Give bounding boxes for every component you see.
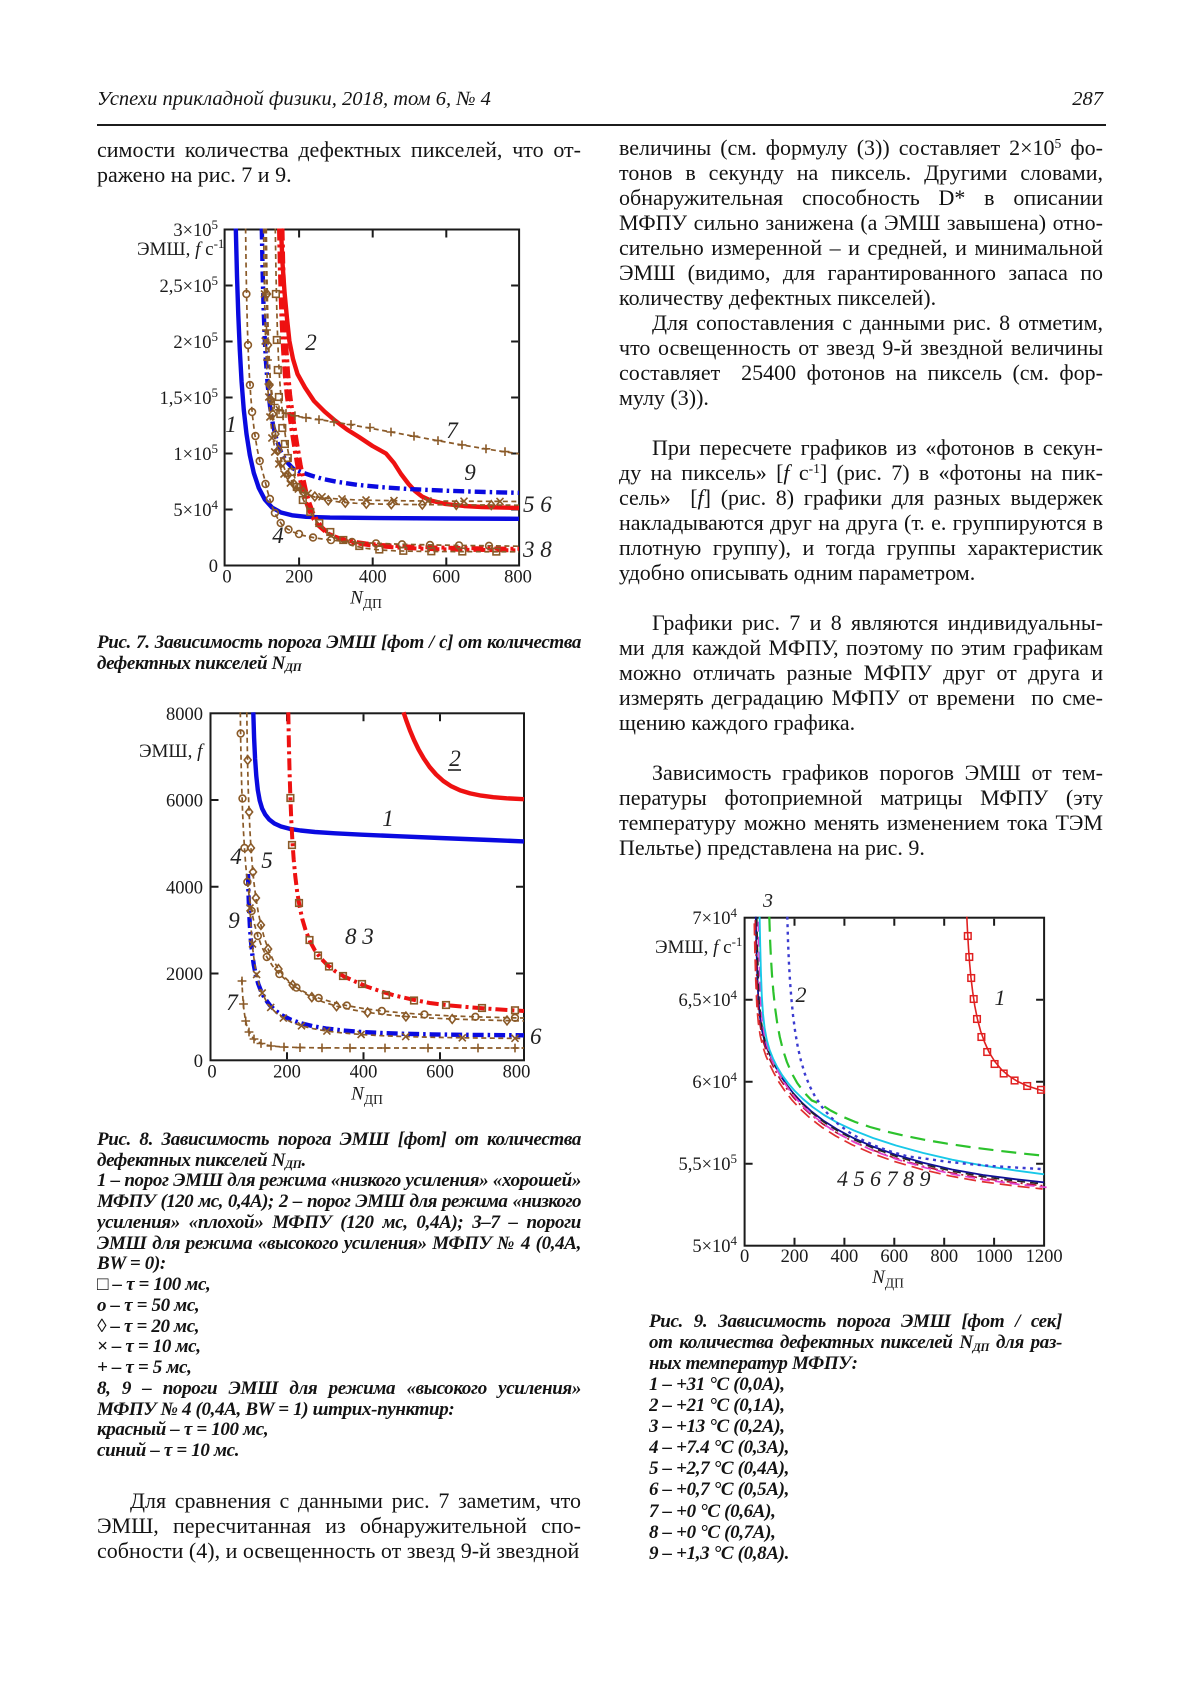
svg-text:0: 0 [209,557,218,577]
svg-text:2: 2 [305,330,317,355]
svg-text:0: 0 [740,1247,749,1267]
svg-text:NДП: NДП [871,1267,904,1291]
svg-text:600: 600 [432,568,460,588]
svg-text:6,5×104: 6,5×104 [678,987,737,1011]
svg-text:6000: 6000 [166,792,203,812]
svg-text:3: 3 [762,890,773,912]
svg-text:ЭМШ, f c-1: ЭМШ, f c-1 [137,236,224,260]
svg-text:600: 600 [880,1247,908,1267]
svg-text:NДП: NДП [349,588,382,612]
svg-text:2,5×105: 2,5×105 [159,273,218,297]
svg-text:0: 0 [194,1052,203,1072]
svg-text:5 6: 5 6 [523,492,552,517]
svg-text:200: 200 [781,1247,809,1267]
svg-text:ЭМШ, f: ЭМШ, f [139,741,205,762]
svg-text:NДП: NДП [350,1084,383,1108]
svg-text:3 8: 3 8 [522,537,552,562]
svg-text:0: 0 [207,1063,216,1083]
svg-text:1×105: 1×105 [173,441,218,465]
svg-text:1: 1 [225,412,237,437]
svg-text:5×104: 5×104 [173,497,218,521]
svg-text:9: 9 [228,908,240,933]
svg-text:7: 7 [446,418,459,443]
svg-text:3×105: 3×105 [173,217,218,241]
svg-text:5×104: 5×104 [692,1233,737,1257]
svg-text:2: 2 [449,746,461,771]
svg-text:8 3: 8 3 [345,924,374,949]
svg-text:5,5×105: 5,5×105 [678,1151,737,1175]
svg-text:4 5 6 7 8 9: 4 5 6 7 8 9 [837,1166,931,1191]
svg-text:400: 400 [350,1063,378,1083]
svg-text:6×104: 6×104 [692,1069,737,1093]
svg-text:4: 4 [230,844,242,869]
svg-text:1200: 1200 [1026,1247,1063,1267]
svg-text:5: 5 [261,848,273,873]
svg-text:2000: 2000 [166,965,203,985]
svg-text:0: 0 [222,568,231,588]
svg-text:9: 9 [464,460,476,485]
svg-text:800: 800 [504,568,532,588]
svg-text:ЭМШ, f c-1: ЭМШ, f c-1 [655,934,742,958]
svg-text:2: 2 [796,982,807,1007]
svg-text:4000: 4000 [166,878,203,898]
svg-text:1: 1 [995,985,1006,1010]
svg-text:200: 200 [285,568,313,588]
svg-text:1: 1 [382,806,394,831]
svg-text:400: 400 [359,568,387,588]
svg-text:200: 200 [273,1063,301,1083]
svg-text:8000: 8000 [166,705,203,725]
svg-text:1,5×105: 1,5×105 [159,385,218,409]
svg-text:400: 400 [831,1247,859,1267]
svg-text:800: 800 [503,1063,531,1083]
svg-text:600: 600 [426,1063,454,1083]
svg-text:7: 7 [226,990,239,1015]
svg-text:7×104: 7×104 [692,905,737,929]
svg-text:2×105: 2×105 [173,329,218,353]
svg-text:6: 6 [530,1024,542,1049]
svg-text:1000: 1000 [976,1247,1013,1267]
svg-text:4: 4 [272,523,284,548]
svg-text:800: 800 [930,1247,958,1267]
